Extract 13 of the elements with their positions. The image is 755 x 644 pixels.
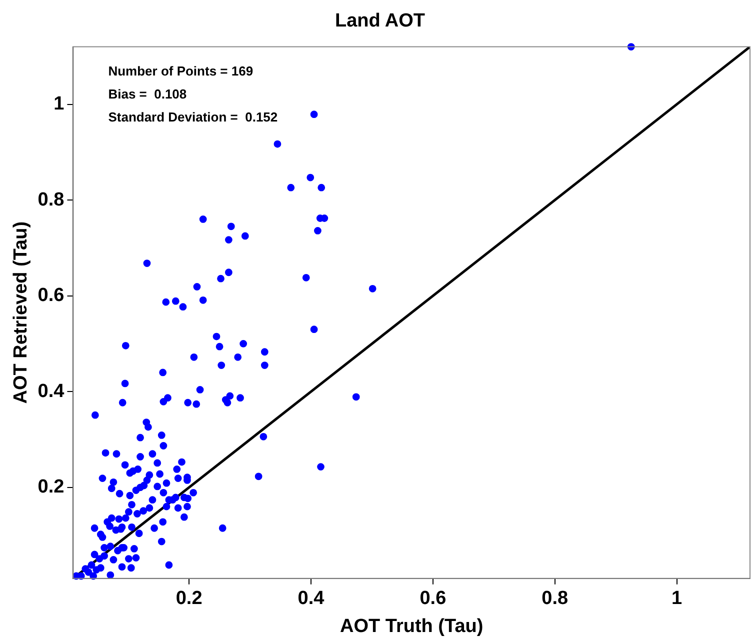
y-axis-title: AOT Retrieved (Tau) bbox=[10, 221, 32, 404]
y-tick-label: 1 bbox=[54, 94, 65, 115]
x-tick-label: 0.6 bbox=[420, 588, 446, 610]
x-tick-label: 1 bbox=[672, 588, 683, 610]
y-tick-label: 0.8 bbox=[38, 189, 64, 210]
y-tick-label: 0.4 bbox=[38, 380, 65, 402]
y-tick-label: 0.6 bbox=[38, 285, 64, 306]
y-tick-label: 0.2 bbox=[38, 476, 64, 498]
x-tick-label: 0.2 bbox=[176, 588, 202, 610]
x-tick-label: 0.8 bbox=[542, 588, 568, 610]
chart-title: Land AOT bbox=[334, 10, 426, 32]
x-tick-label: 0.4 bbox=[298, 588, 325, 610]
x-axis-title: AOT Truth (Tau) bbox=[340, 616, 484, 637]
